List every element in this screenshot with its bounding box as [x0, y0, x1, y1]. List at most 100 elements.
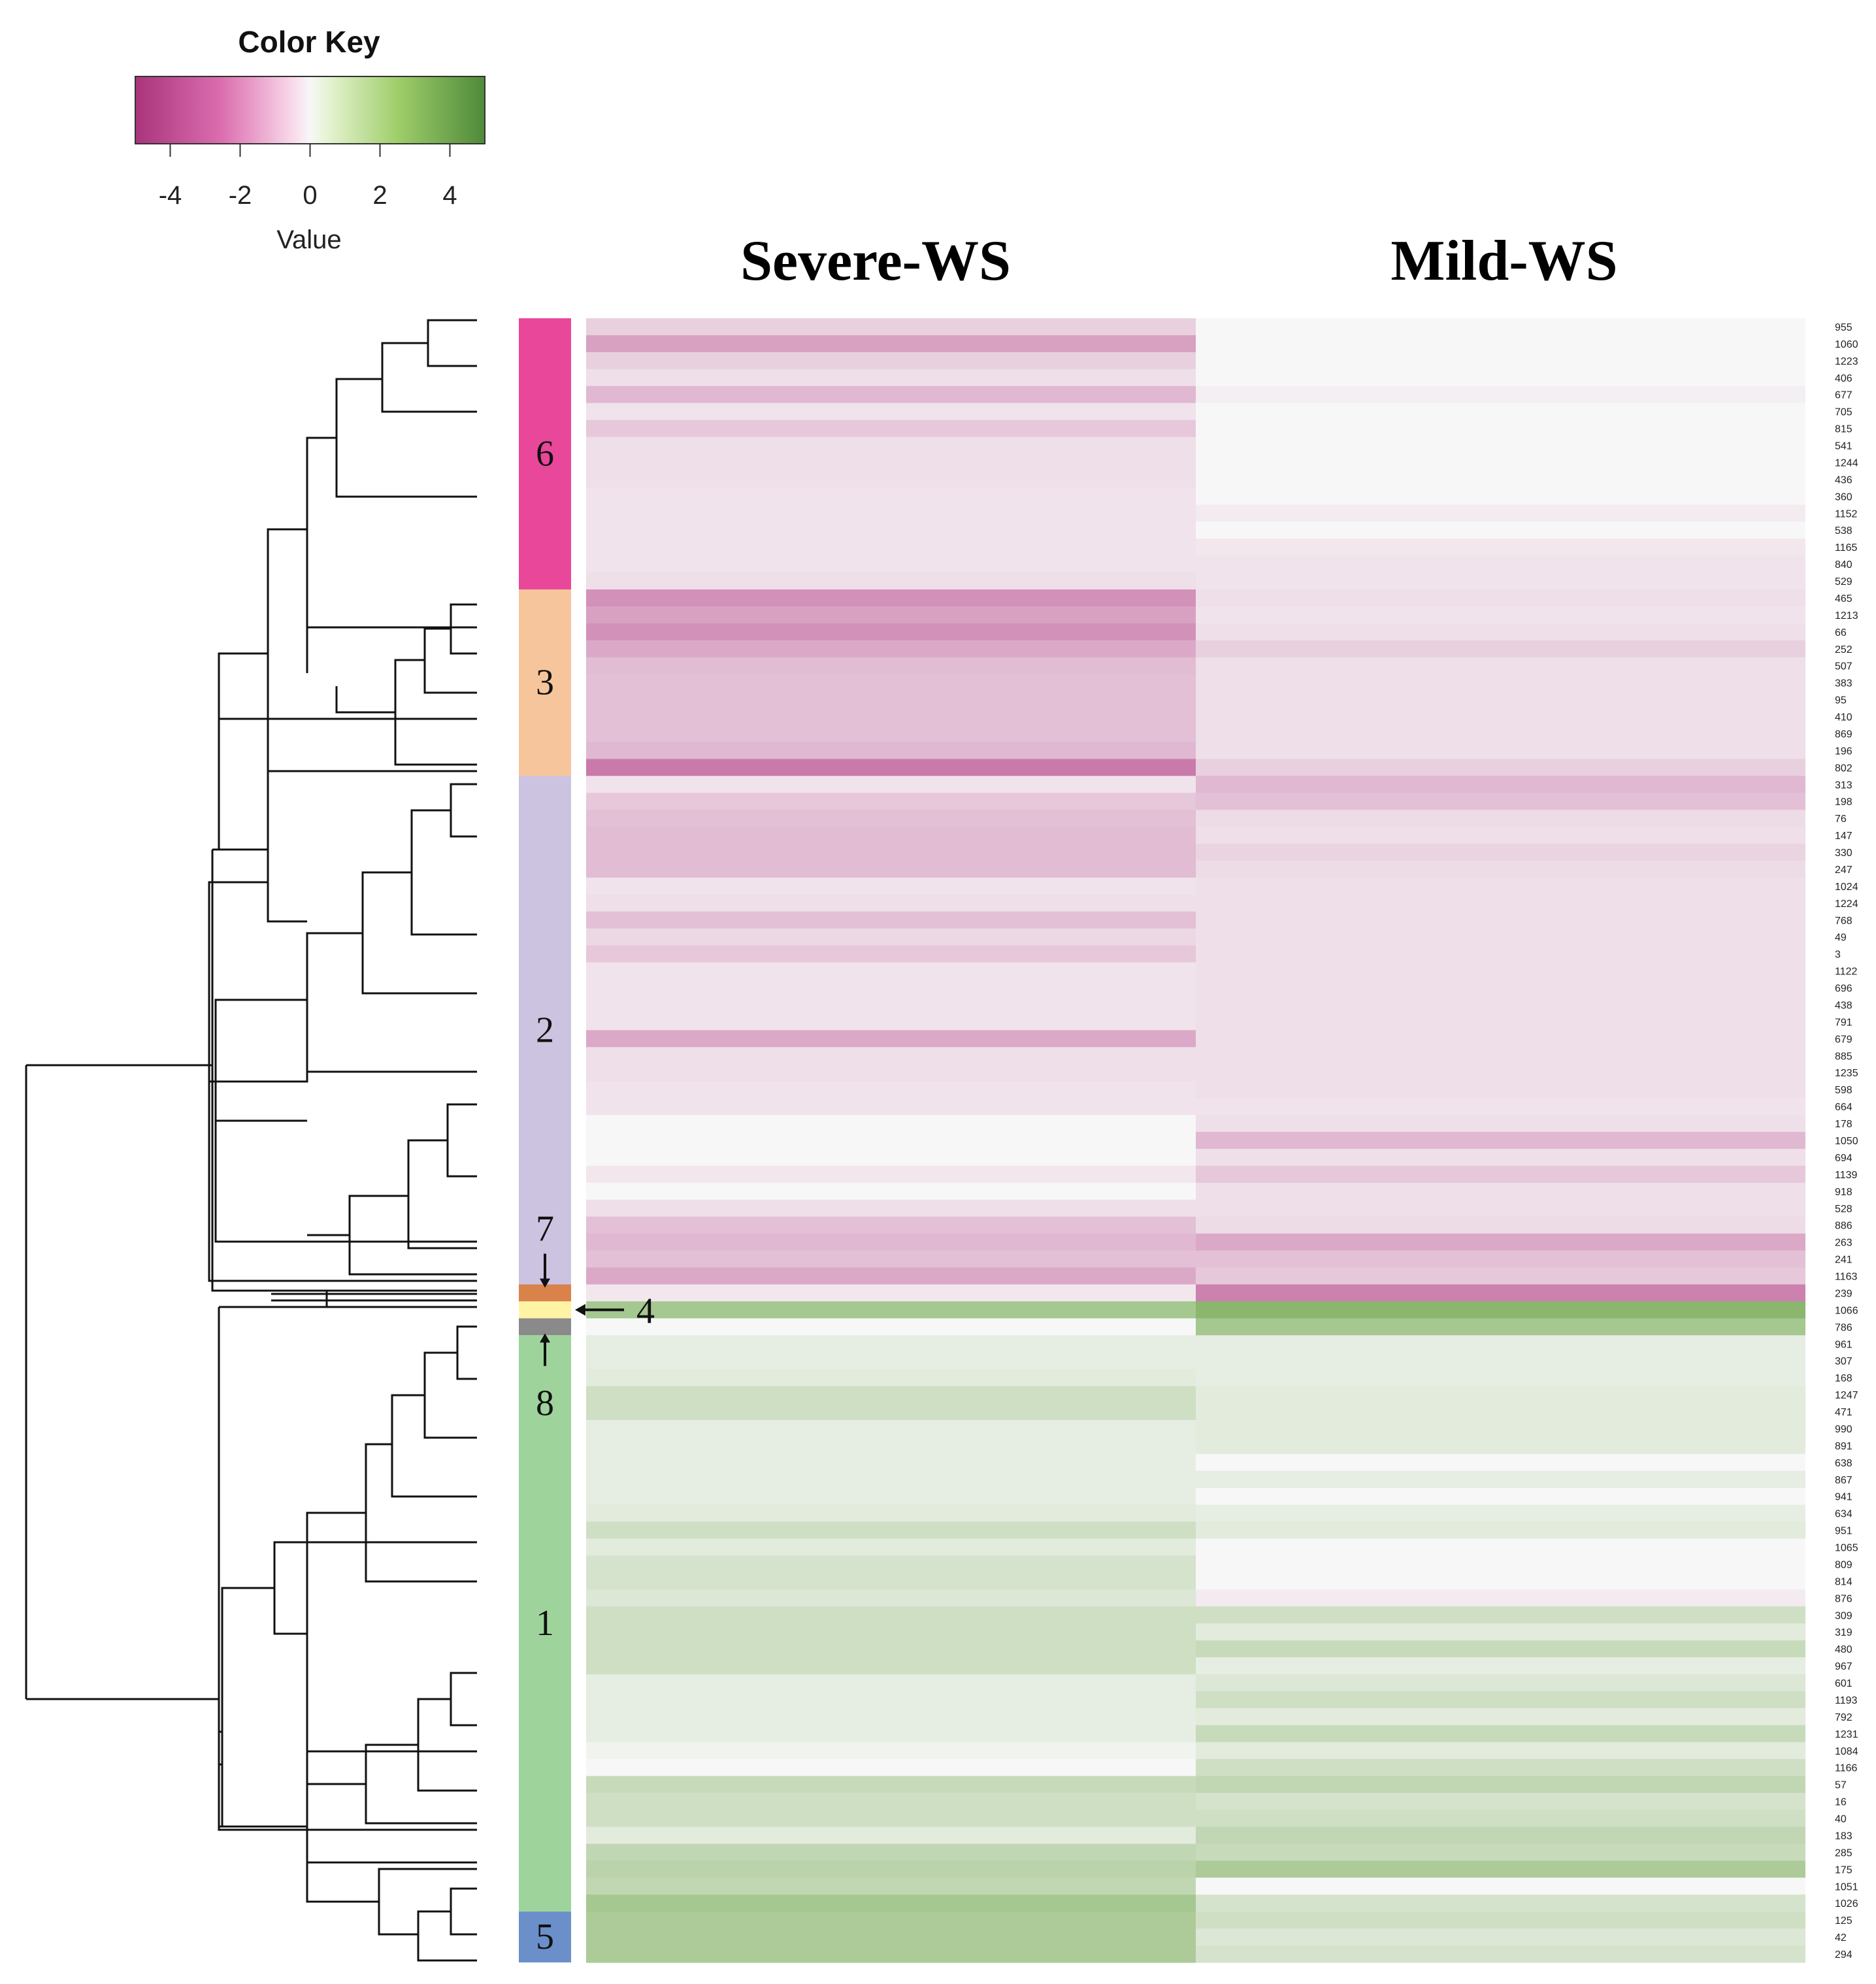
row-label: 263 — [1835, 1238, 1852, 1249]
heatmap-cell — [1196, 471, 1805, 488]
heatmap-cell — [586, 861, 1196, 878]
heatmap-cell — [586, 1555, 1196, 1574]
heatmap-cell — [586, 488, 1196, 505]
heatmap-cell — [586, 1504, 1196, 1523]
row-label: 1026 — [1835, 1898, 1858, 1910]
heatmap-cell — [586, 1081, 1196, 1099]
heatmap-cell — [1196, 911, 1805, 929]
row-label: 814 — [1835, 1576, 1852, 1587]
heatmap-cell — [586, 386, 1196, 404]
row-label: 541 — [1835, 441, 1852, 452]
heatmap-cell — [586, 1165, 1196, 1183]
row-label: 3 — [1835, 950, 1841, 961]
row-label: 941 — [1835, 1492, 1852, 1503]
row-label: 507 — [1835, 661, 1852, 672]
row-label: 147 — [1835, 831, 1852, 842]
heatmap-cell — [1196, 1793, 1805, 1811]
row-label: 840 — [1835, 559, 1852, 570]
heatmap-cell — [586, 623, 1196, 641]
heatmap-cell — [1196, 1267, 1805, 1285]
heatmap-cell — [586, 1725, 1196, 1743]
heatmap-cell — [586, 1487, 1196, 1506]
heatmap-cell — [1196, 1691, 1805, 1709]
heatmap-cell — [586, 911, 1196, 929]
heatmap-cell — [586, 1877, 1196, 1895]
heatmap-cell — [586, 1470, 1196, 1489]
color-key-tick-label: -2 — [229, 181, 252, 210]
heatmap-cell — [586, 759, 1196, 776]
heatmap-cell — [1196, 386, 1805, 404]
heatmap-cell — [586, 1810, 1196, 1828]
heatmap-cell — [1196, 1521, 1805, 1540]
row-label: 480 — [1835, 1644, 1852, 1655]
heatmap-cell — [586, 1589, 1196, 1607]
heatmap-cell — [586, 1928, 1196, 1946]
row-label: 809 — [1835, 1559, 1852, 1570]
heatmap-cell — [586, 1301, 1196, 1319]
heatmap-cell — [1196, 1419, 1805, 1438]
row-label: 951 — [1835, 1526, 1852, 1537]
row-label: 638 — [1835, 1458, 1852, 1469]
heatmap-cell — [1196, 1199, 1805, 1217]
row-label: 330 — [1835, 848, 1852, 859]
heatmap-cell — [1196, 945, 1805, 963]
heatmap-cell — [1196, 1894, 1805, 1912]
heatmap-cell — [586, 1318, 1196, 1336]
heatmap-cell — [1196, 861, 1805, 878]
heatmap-cell — [1196, 1589, 1805, 1607]
heatmap-cell — [586, 318, 1196, 336]
row-label: 538 — [1835, 525, 1852, 537]
cluster-number-6: 6 — [536, 434, 554, 474]
heatmap-cell — [586, 471, 1196, 488]
row-label: 125 — [1835, 1915, 1852, 1926]
heatmap-cell — [1196, 1098, 1805, 1116]
cluster-number-1: 1 — [536, 1603, 554, 1644]
heatmap-cell — [1196, 1165, 1805, 1183]
row-label: 891 — [1835, 1441, 1852, 1452]
heatmap-cell — [586, 1369, 1196, 1387]
cluster-segment-3 — [519, 589, 571, 776]
heatmap-cell — [1196, 1030, 1805, 1048]
heatmap-cell — [1196, 1064, 1805, 1082]
heatmap-cell — [1196, 1115, 1805, 1133]
row-label: 679 — [1835, 1034, 1852, 1045]
row-label: 57 — [1835, 1780, 1847, 1791]
heatmap-cell — [1196, 827, 1805, 844]
row-label: 990 — [1835, 1424, 1852, 1435]
heatmap-cell — [1196, 776, 1805, 793]
row-label: 76 — [1835, 814, 1847, 825]
row-label: 876 — [1835, 1593, 1852, 1604]
color-key-tick-label: -4 — [159, 181, 182, 210]
row-label: 791 — [1835, 1017, 1852, 1028]
row-label: 183 — [1835, 1830, 1852, 1842]
heatmap-cell — [586, 1250, 1196, 1268]
heatmap-cell — [586, 1945, 1196, 1963]
heatmap-cell — [586, 640, 1196, 658]
heatmap-cell — [586, 1132, 1196, 1149]
heatmap-cell — [1196, 1081, 1805, 1099]
heatmap-cell — [586, 1199, 1196, 1217]
heatmap-cell — [586, 1657, 1196, 1675]
heatmap-cell — [1196, 1928, 1805, 1946]
heatmap-cell — [586, 1233, 1196, 1251]
row-label: 1224 — [1835, 899, 1858, 910]
heatmap-cell — [1196, 979, 1805, 997]
color-key: Color Key -4 -2 0 2 4 Value — [135, 25, 485, 254]
heatmap-cell — [1196, 725, 1805, 743]
row-label: 815 — [1835, 424, 1852, 435]
row-label: 465 — [1835, 593, 1852, 604]
heatmap-cell — [1196, 1182, 1805, 1200]
row-label: 792 — [1835, 1712, 1852, 1723]
heatmap-cell — [586, 725, 1196, 743]
heatmap-cell — [1196, 708, 1805, 726]
heatmap-cell — [586, 844, 1196, 861]
row-label: 705 — [1835, 407, 1852, 418]
heatmap-cell — [1196, 437, 1805, 455]
heatmap-cell — [1196, 1470, 1805, 1489]
row-label: 885 — [1835, 1051, 1852, 1062]
heatmap-cell — [586, 979, 1196, 997]
row-label: 1152 — [1835, 508, 1858, 520]
heatmap-cell — [1196, 403, 1805, 421]
heatmap-cell — [586, 335, 1196, 353]
